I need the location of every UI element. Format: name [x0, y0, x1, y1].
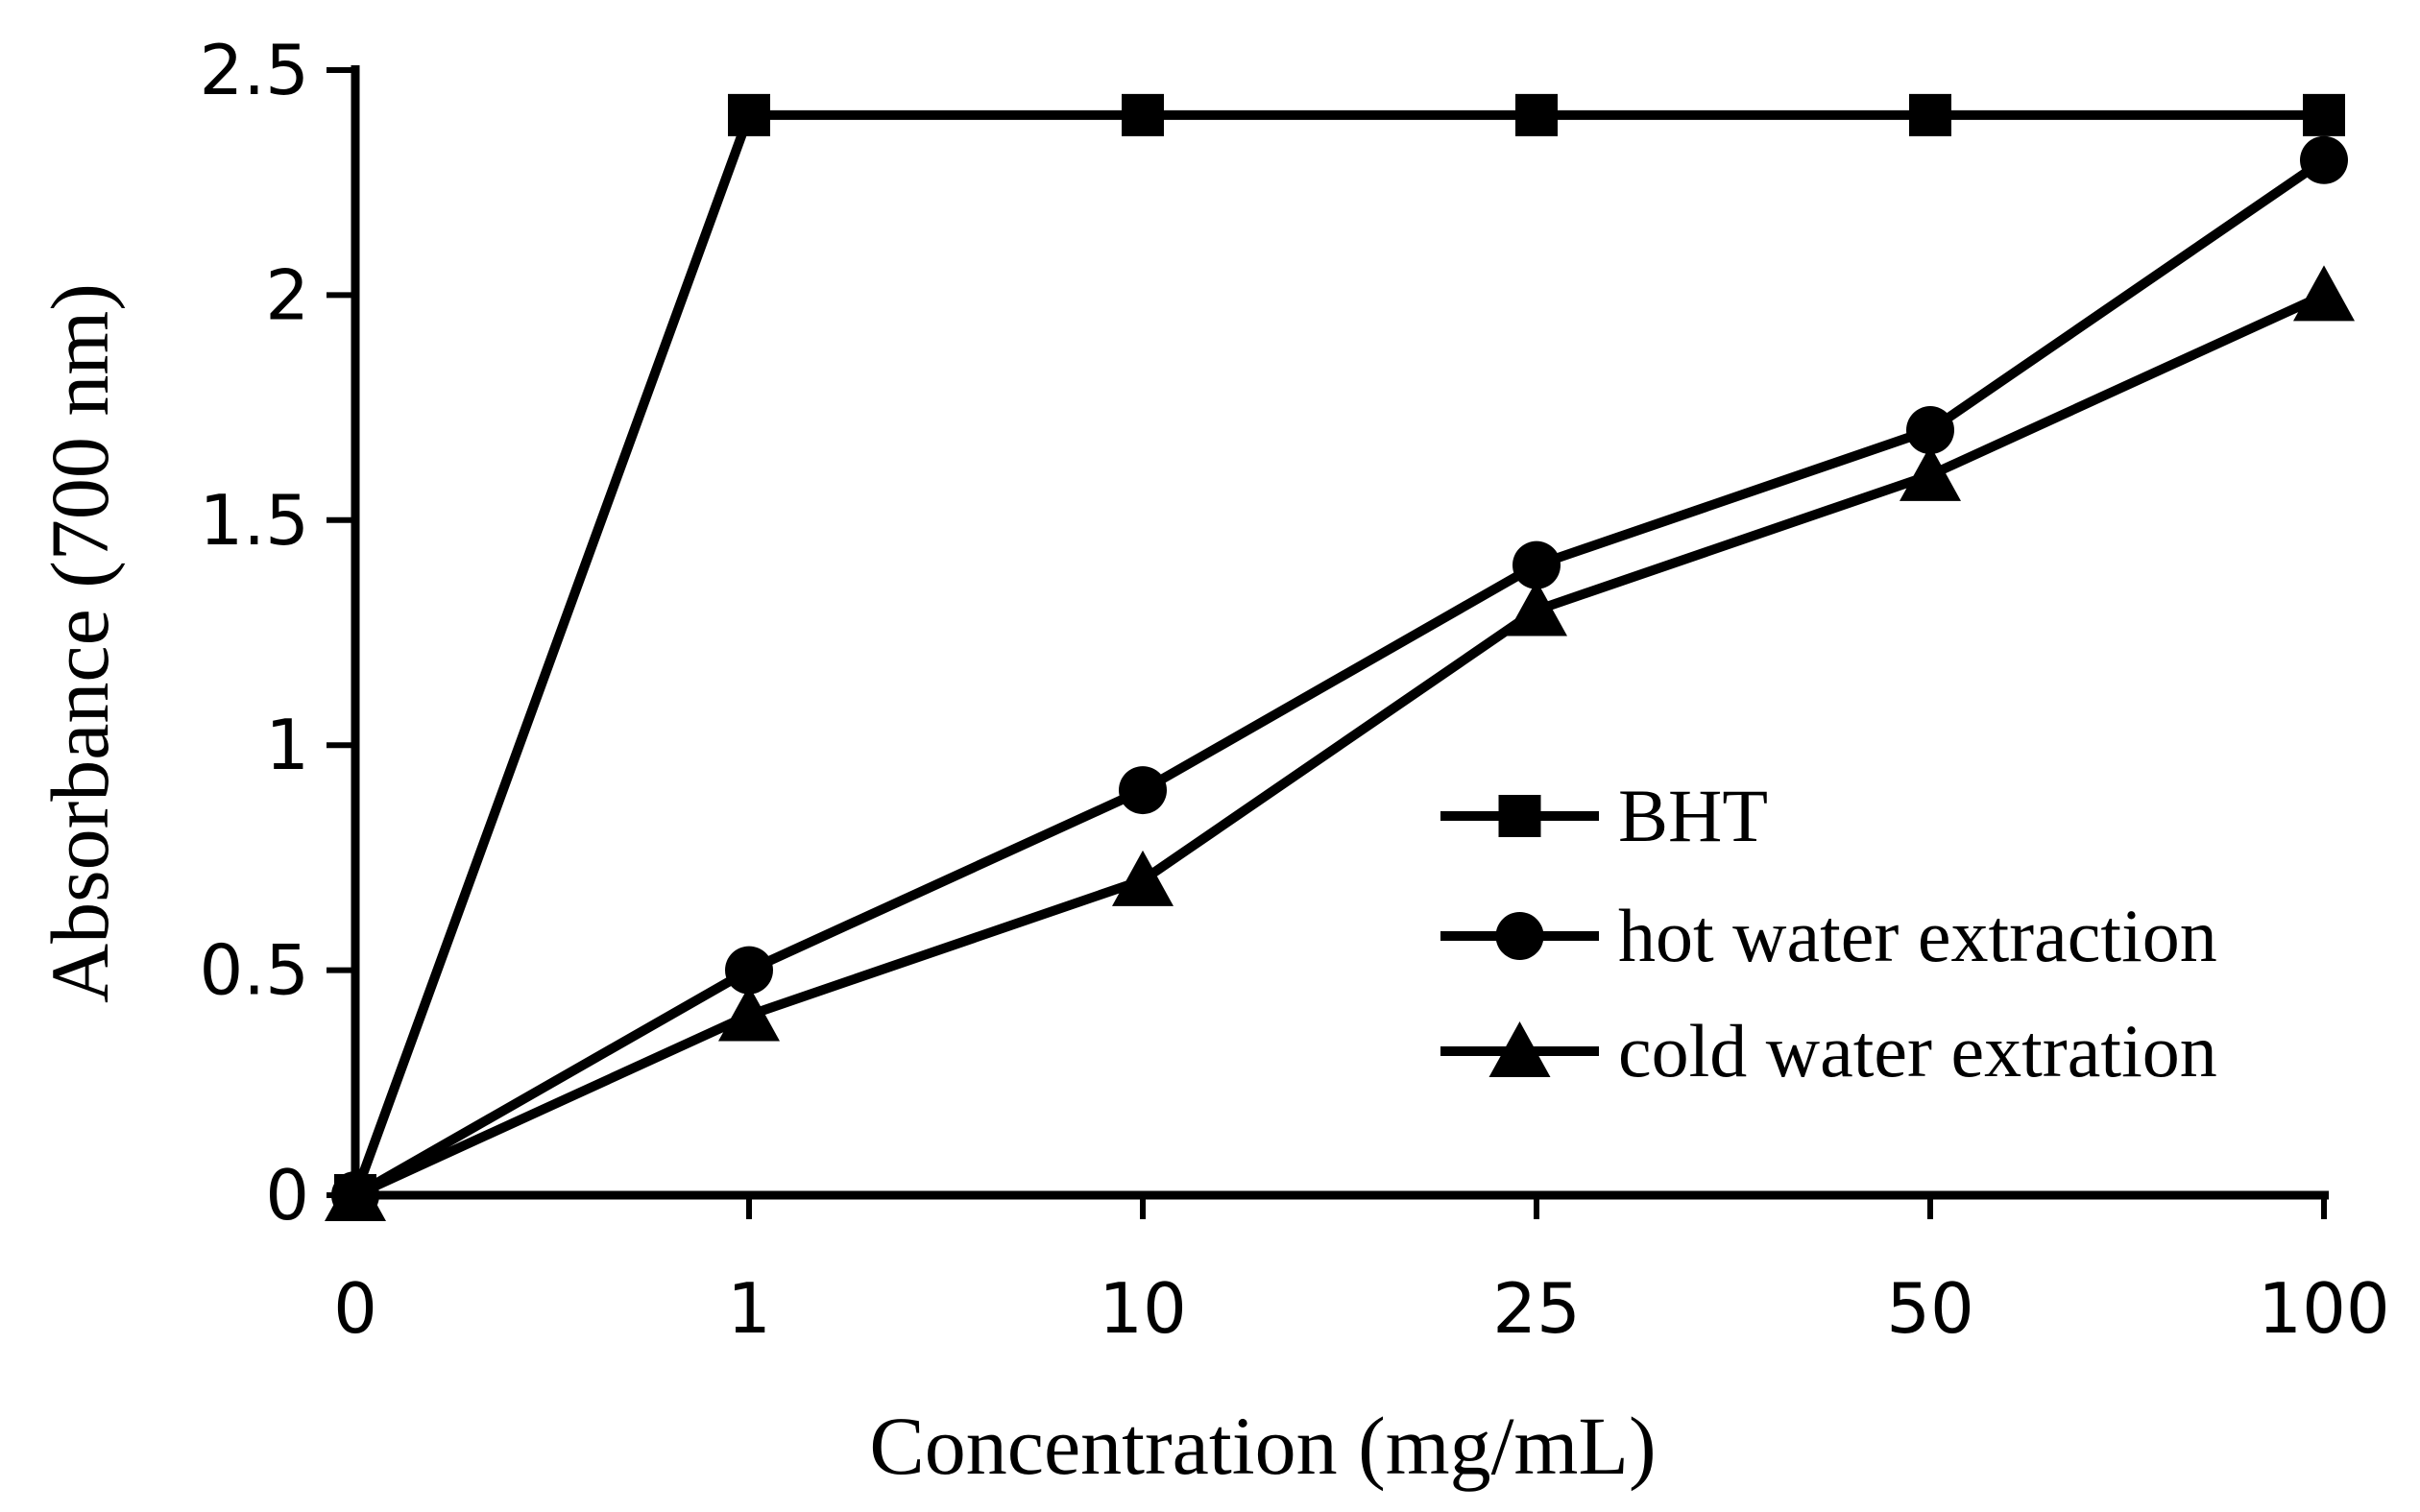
series-1-point-5 [2300, 135, 2348, 184]
series-0-point-1 [728, 93, 770, 136]
x-tick-label-0: 0 [333, 1268, 377, 1349]
series-2-point-3 [1506, 580, 1567, 636]
legend-marker-1 [1495, 912, 1544, 960]
y-tick-label-5: 2.5 [199, 30, 309, 110]
legend-label-1: hot water extraction [1618, 894, 2217, 977]
legend: BHT hot water extraction cold water extrat… [1440, 774, 2217, 1092]
series-0-point-3 [1515, 93, 1558, 136]
legend-marker-2 [1488, 1021, 1551, 1077]
axes: 0 0.5 1 1.5 2 2.5 0 1 10 25 50 100 [199, 30, 2389, 1349]
plot-area [325, 93, 2355, 1221]
series-1-point-1 [725, 946, 773, 995]
x-tick-label-5: 100 [2258, 1268, 2389, 1349]
x-tick-label-1: 1 [727, 1268, 771, 1349]
legend-marker-0 [1498, 795, 1541, 837]
series-2-point-5 [2293, 265, 2355, 322]
series-line-0 [351, 109, 2324, 1197]
y-axis-title: Absorbance (700 nm) [34, 283, 126, 1003]
series-2-point-2 [1112, 850, 1174, 906]
series-0-point-5 [2303, 93, 2345, 136]
series-line-1 [352, 156, 2327, 1200]
y-tick-label-0: 0 [265, 1155, 309, 1236]
series-2-point-4 [1900, 444, 1961, 501]
x-axis-title: Concentration (mg/mL) [869, 1400, 1656, 1492]
y-tick-label-4: 2 [265, 254, 309, 335]
series-1-point-2 [1119, 766, 1167, 815]
y-tick-label-2: 1 [265, 705, 309, 785]
y-tick-label-1: 0.5 [199, 930, 309, 1011]
series-2-point-1 [718, 985, 780, 1042]
series-0-point-2 [1122, 93, 1164, 136]
legend-label-0: BHT [1618, 774, 1768, 857]
x-tick-label-2: 10 [1099, 1268, 1187, 1349]
series-1-point-3 [1512, 540, 1561, 589]
y-tick-label-3: 1.5 [199, 480, 309, 561]
x-tick-label-3: 25 [1492, 1268, 1581, 1349]
series-line-2 [352, 290, 2327, 1200]
series-0-point-4 [1909, 93, 1951, 136]
x-tick-label-4: 50 [1886, 1268, 1974, 1349]
series-1-point-4 [1906, 406, 1954, 455]
legend-label-2: cold water extration [1618, 1009, 2217, 1092]
